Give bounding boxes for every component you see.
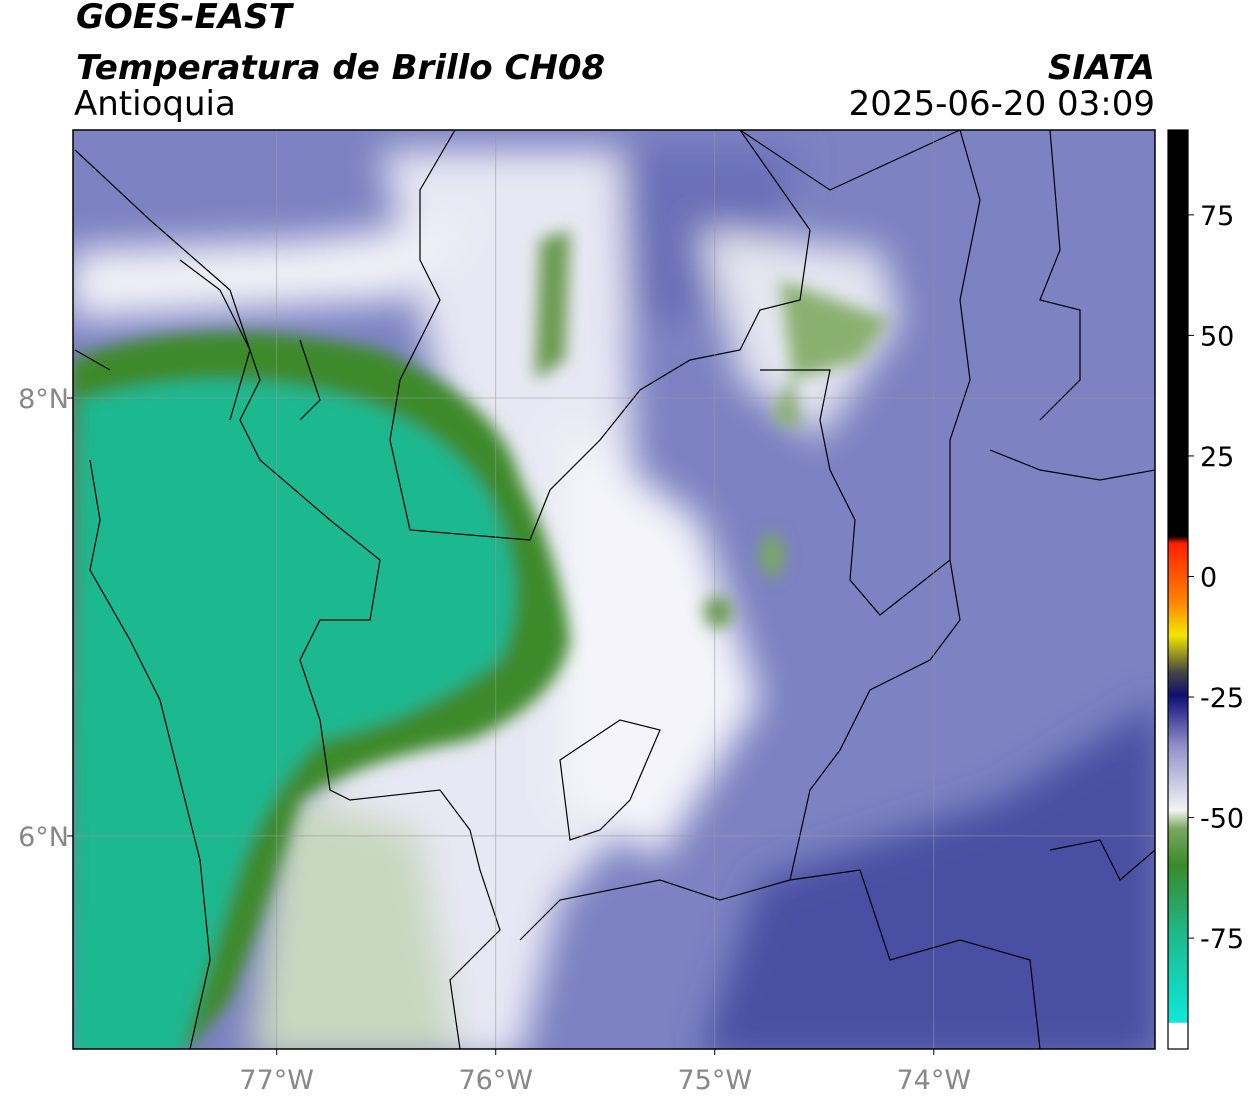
colorbar-tick-label: 0 xyxy=(1200,562,1217,593)
colorbar-tick-label: 25 xyxy=(1200,442,1234,473)
lat-tick-label: 8°N xyxy=(18,384,69,415)
lat-tick-label: 6°N xyxy=(18,822,69,853)
lon-tick-label: 74°W xyxy=(897,1065,972,1096)
satellite: GOES-EAST xyxy=(76,0,295,37)
satellite-image xyxy=(73,130,1155,1049)
colorbar-tick-label: 50 xyxy=(1200,321,1234,352)
lon-tick-label: 76°W xyxy=(458,1065,533,1096)
colorbar-tick-label: 75 xyxy=(1200,201,1234,232)
lon-tick-label: 75°W xyxy=(677,1065,752,1096)
colorbar-tick-label: -75 xyxy=(1200,924,1244,955)
colorbar-tick-label: -25 xyxy=(1200,683,1244,714)
map-frame xyxy=(72,129,1156,1050)
product: Temperatura de Brillo CH08 xyxy=(76,48,605,88)
lon-tick-label: 77°W xyxy=(239,1065,314,1096)
graticule xyxy=(73,130,1155,1049)
datetime: 2025-06-20 03:09 xyxy=(849,84,1155,124)
colorbar-tick-label: -50 xyxy=(1200,804,1244,835)
source: SIATA xyxy=(1048,48,1155,88)
region: Antioquia xyxy=(74,84,236,124)
colorbar xyxy=(1167,129,1189,1050)
